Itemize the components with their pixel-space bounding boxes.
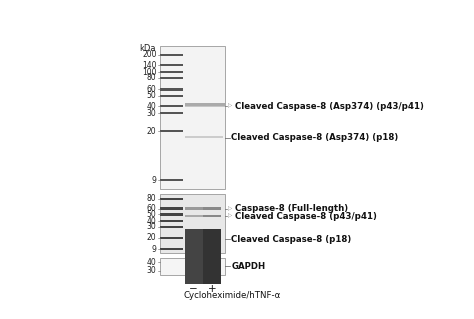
Bar	[160, 54, 183, 56]
Bar	[160, 95, 183, 97]
Bar	[185, 229, 203, 302]
Text: 9: 9	[152, 175, 156, 184]
Bar	[203, 229, 221, 302]
Text: 30: 30	[147, 109, 156, 118]
Bar	[160, 207, 183, 210]
Text: 140: 140	[142, 61, 156, 70]
Bar	[160, 237, 183, 239]
Text: −: −	[189, 284, 198, 294]
Text: 80: 80	[147, 73, 156, 83]
Bar	[185, 215, 203, 217]
Text: Cleaved Caspase-8 (Asp374) (p43/p41): Cleaved Caspase-8 (Asp374) (p43/p41)	[235, 101, 424, 110]
Bar	[185, 235, 203, 241]
Bar	[185, 106, 225, 108]
Bar	[160, 130, 183, 132]
Bar	[160, 46, 225, 189]
Text: Caspase-8 (Full-length): Caspase-8 (Full-length)	[235, 204, 348, 213]
Bar	[160, 64, 183, 66]
Bar	[160, 105, 183, 107]
Text: ▷: ▷	[228, 213, 232, 219]
Text: 40: 40	[147, 257, 156, 267]
Text: ▷: ▷	[228, 103, 232, 108]
Bar	[185, 248, 203, 250]
Bar	[203, 215, 221, 217]
Bar	[160, 226, 183, 228]
Text: +: +	[208, 284, 217, 294]
Bar	[160, 77, 183, 79]
Text: GAPDH: GAPDH	[231, 262, 265, 271]
Bar	[160, 198, 183, 200]
Text: Cleaved Caspase-8 (Asp374) (p18): Cleaved Caspase-8 (Asp374) (p18)	[231, 133, 399, 142]
Text: 30: 30	[147, 266, 156, 275]
Text: 40: 40	[147, 101, 156, 110]
Text: Cleaved Caspase-8 (p18): Cleaved Caspase-8 (p18)	[231, 234, 351, 244]
Text: 80: 80	[147, 195, 156, 204]
Text: kDa: kDa	[139, 44, 155, 53]
Bar	[160, 248, 183, 250]
Bar	[203, 236, 221, 241]
Bar	[160, 112, 183, 114]
Text: 100: 100	[142, 68, 156, 77]
Bar	[203, 248, 221, 250]
Bar	[203, 207, 221, 210]
Text: 200: 200	[142, 50, 156, 59]
Text: 60: 60	[147, 204, 156, 213]
Text: 20: 20	[147, 127, 156, 136]
Bar	[160, 220, 183, 222]
Text: 40: 40	[147, 217, 156, 226]
Bar	[185, 103, 225, 106]
Text: 60: 60	[147, 85, 156, 94]
Bar	[160, 88, 183, 91]
Text: 50: 50	[147, 210, 156, 219]
Bar	[160, 194, 225, 253]
Text: 50: 50	[147, 92, 156, 100]
Bar	[160, 179, 183, 181]
Bar	[185, 207, 203, 210]
Text: 20: 20	[147, 234, 156, 242]
Bar	[185, 137, 223, 138]
Text: 9: 9	[152, 245, 156, 254]
Text: 30: 30	[147, 222, 156, 232]
Text: Cleaved Caspase-8 (p43/p41): Cleaved Caspase-8 (p43/p41)	[235, 211, 377, 220]
Bar	[160, 258, 225, 275]
Text: Cycloheximide/hTNF-α: Cycloheximide/hTNF-α	[184, 291, 281, 300]
Bar	[160, 71, 183, 73]
Text: ▷: ▷	[228, 206, 232, 211]
Bar	[160, 213, 183, 216]
